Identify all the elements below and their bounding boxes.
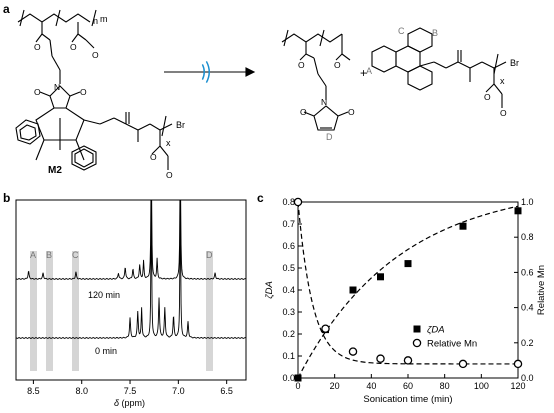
trace-label-0min: 0 min bbox=[95, 346, 118, 356]
nmr-peak-label-d: D bbox=[206, 250, 213, 260]
x-tick-label: 40 bbox=[366, 381, 376, 391]
atom-label-c: C bbox=[398, 26, 405, 36]
nmr-x-tick-label: 6.5 bbox=[220, 386, 233, 396]
data-point-zeta bbox=[377, 273, 384, 281]
panel-letter-a: a bbox=[3, 2, 10, 16]
y-right-tick-label: 0.8 bbox=[521, 232, 534, 242]
nmr-x-tick-label: 7.5 bbox=[124, 386, 137, 396]
svg-text:O: O bbox=[300, 107, 307, 117]
legend-marker-zeta bbox=[413, 325, 421, 333]
data-point-zeta bbox=[459, 222, 467, 230]
data-point-zeta bbox=[349, 286, 357, 294]
nmr-x-tick-label: 8.5 bbox=[27, 386, 40, 396]
data-point-mn bbox=[321, 324, 330, 333]
x-tick-label: 120 bbox=[510, 381, 525, 391]
x-tick-label: 0 bbox=[295, 381, 300, 391]
nmr-spectra: 8.5 8.0 7.5 7.0 6.5 bbox=[15, 199, 247, 396]
svg-text:O: O bbox=[70, 42, 77, 52]
svg-text:O: O bbox=[34, 87, 41, 97]
chart-frame bbox=[297, 201, 519, 379]
reaction-scheme: O O O N O O O O N O O O O O O bbox=[15, 9, 507, 180]
data-point-mn bbox=[376, 354, 385, 363]
atom-label-a: A bbox=[366, 66, 373, 76]
legend-label-zeta: ζDA bbox=[427, 325, 445, 336]
plus-sign: + bbox=[360, 66, 368, 80]
x-tick-label: 20 bbox=[330, 381, 340, 391]
y-left-tick-label: 0.3 bbox=[282, 307, 295, 317]
data-point-zeta bbox=[404, 260, 412, 268]
polymer-m-subscript: m bbox=[100, 14, 108, 24]
y-left-tick-label: 0.0 bbox=[282, 373, 295, 383]
n-atom: N bbox=[54, 82, 60, 92]
legend-marker-mn bbox=[412, 338, 422, 348]
y-left-axis-label: ζDA bbox=[264, 281, 275, 299]
y-right-axis-label: Relative Mn bbox=[536, 265, 547, 315]
o-atom: O bbox=[34, 42, 41, 52]
nmr-peak-label-b: B bbox=[46, 250, 53, 260]
data-point-zeta bbox=[514, 207, 522, 215]
data-point-mn bbox=[403, 356, 413, 365]
svg-text:O: O bbox=[500, 108, 507, 118]
nmr-trace-120min bbox=[15, 199, 247, 280]
x-tick-label: 100 bbox=[474, 381, 489, 391]
trace-label-120min: 120 min bbox=[88, 290, 121, 300]
atom-label-b: B bbox=[432, 28, 439, 38]
legend-label-mn: Relative Mn bbox=[427, 339, 477, 350]
nmr-trace-0min bbox=[15, 199, 247, 339]
ultrasound-icon bbox=[201, 61, 210, 83]
fit-line-mn bbox=[297, 201, 518, 365]
fit-line-zeta bbox=[297, 205, 519, 379]
svg-text:O: O bbox=[348, 107, 355, 117]
data-point-mn bbox=[348, 347, 358, 356]
sonication-chart: 0 20 40 60 80 100 1200.00.10.20.30.40.50.60.70… bbox=[264, 197, 547, 405]
svg-text:O: O bbox=[334, 60, 341, 70]
data-point-zeta bbox=[294, 374, 302, 382]
svg-text:O: O bbox=[166, 170, 173, 180]
nmr-peak-label-c: C bbox=[72, 250, 79, 260]
y-left-tick-label: 0.2 bbox=[282, 329, 295, 339]
polymer-n-subscript: n bbox=[93, 16, 99, 26]
x-subscript-right: x bbox=[500, 76, 505, 86]
nmr-peak-label-a: A bbox=[30, 250, 37, 260]
y-right-tick-label: 0.4 bbox=[521, 303, 534, 313]
m2-label: M2 bbox=[48, 165, 62, 176]
y-right-tick-label: 0.2 bbox=[521, 338, 534, 348]
data-point-mn bbox=[513, 359, 523, 369]
x-tick-label: 60 bbox=[403, 381, 413, 391]
nmr-x-axis-label: δ (ppm) bbox=[114, 398, 146, 408]
y-left-tick-label: 0.7 bbox=[282, 219, 295, 229]
data-point-mn bbox=[458, 359, 468, 369]
svg-text:O: O bbox=[80, 87, 87, 97]
y-left-tick-label: 0.4 bbox=[282, 285, 295, 295]
nmr-frame bbox=[15, 199, 247, 381]
y-left-tick-label: 0.8 bbox=[282, 197, 295, 207]
atom-label-d: D bbox=[326, 132, 333, 142]
br-label-right: Br bbox=[510, 58, 519, 68]
y-left-tick-label: 0.6 bbox=[282, 241, 295, 251]
x-axis-label: Sonication time (min) bbox=[363, 394, 452, 405]
svg-text:O: O bbox=[150, 152, 157, 162]
panel-letter-c: c bbox=[257, 191, 264, 205]
svg-text:O: O bbox=[298, 60, 305, 70]
panel-letter-b: b bbox=[3, 191, 11, 205]
highlight-bands bbox=[30, 251, 213, 371]
svg-text:O: O bbox=[92, 50, 99, 60]
y-left-tick-label: 0.5 bbox=[282, 263, 295, 273]
y-left-tick-label: 0.1 bbox=[282, 351, 295, 361]
y-right-tick-label: 1.0 bbox=[521, 197, 534, 207]
nmr-x-tick-label: 7.0 bbox=[172, 386, 185, 396]
polymer-backbone-left bbox=[17, 13, 91, 23]
x-tick-label: 80 bbox=[440, 381, 450, 391]
y-right-tick-label: 0.6 bbox=[521, 267, 534, 277]
data-point-mn bbox=[293, 197, 303, 207]
br-label-left: Br bbox=[176, 120, 185, 130]
x-subscript-left: x bbox=[166, 138, 171, 148]
nmr-x-tick-label: 8.0 bbox=[75, 386, 88, 396]
y-right-tick-label: 0.0 bbox=[521, 373, 534, 383]
svg-text:O: O bbox=[484, 92, 491, 102]
svg-text:N: N bbox=[321, 97, 327, 107]
